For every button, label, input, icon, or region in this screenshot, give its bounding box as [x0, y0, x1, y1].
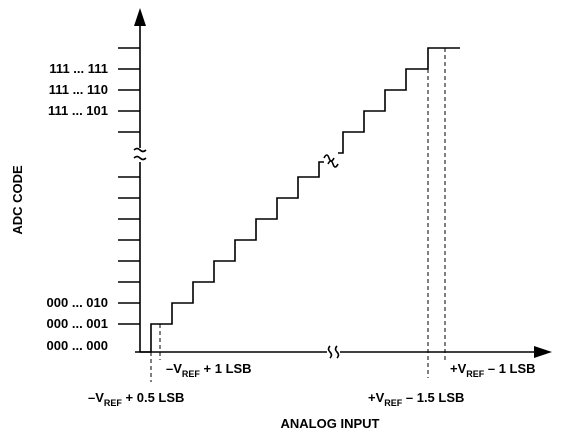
curve-break [323, 154, 339, 168]
label-part: REF [384, 398, 403, 408]
x-axis-title: ANALOG INPUT [281, 416, 380, 431]
label-part: +V [368, 390, 385, 405]
label-part: –V [166, 361, 182, 376]
label-part: – 1 LSB [484, 361, 535, 376]
label-part: +V [450, 361, 467, 376]
y-axis-title: ADC CODE [10, 165, 25, 235]
input-label: –VREF + 1 LSB [166, 361, 252, 379]
label-part: + 1 LSB [200, 361, 252, 376]
code-label: 111 ... 111 [49, 61, 108, 76]
code-label: 111 ... 101 [48, 103, 108, 118]
code-label: 000 ... 001 [47, 316, 108, 331]
label-part: –V [88, 390, 104, 405]
y-ticks [118, 47, 140, 325]
transfer-staircase [140, 161, 324, 353]
transfer-staircase [338, 47, 460, 154]
y-arrow [134, 8, 146, 26]
input-label: –VREF + 0.5 LSB [88, 390, 184, 408]
label-part: + 0.5 LSB [122, 390, 185, 405]
code-label: 111 ... 110 [49, 82, 108, 97]
code-label: 000 ... 000 [47, 338, 108, 353]
label-part: – 1.5 LSB [402, 390, 464, 405]
axis-break [327, 345, 340, 359]
label-part: REF [182, 369, 201, 379]
label-part: REF [466, 369, 485, 379]
x-arrow [534, 346, 552, 358]
code-label: 000 ... 010 [47, 295, 108, 310]
input-label: +VREF – 1.5 LSB [368, 390, 464, 408]
axis-break [133, 147, 147, 161]
label-part: REF [104, 398, 123, 408]
input-label: +VREF – 1 LSB [450, 361, 536, 379]
